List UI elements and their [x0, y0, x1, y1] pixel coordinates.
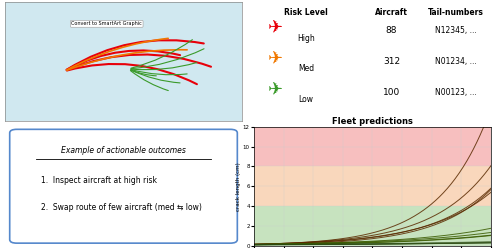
- Text: Aircraft: Aircraft: [375, 8, 408, 17]
- Text: N01234, ...: N01234, ...: [434, 57, 476, 66]
- Text: Low: Low: [299, 95, 313, 104]
- Text: Med: Med: [298, 64, 314, 73]
- Text: Risk Level: Risk Level: [284, 8, 328, 17]
- Y-axis label: crack length (cm): crack length (cm): [237, 162, 242, 211]
- Bar: [254, 166, 491, 206]
- Text: ✈: ✈: [268, 81, 283, 99]
- Text: 1.  Inspect aircraft at high risk: 1. Inspect aircraft at high risk: [41, 176, 157, 185]
- Text: Tail-numbers: Tail-numbers: [428, 8, 484, 17]
- Text: 2.  Swap route of few aircraft (med ⇆ low): 2. Swap route of few aircraft (med ⇆ low…: [41, 203, 201, 212]
- Text: Example of actionable outcomes: Example of actionable outcomes: [61, 146, 186, 155]
- Text: 100: 100: [383, 88, 400, 97]
- Text: 312: 312: [383, 57, 400, 66]
- Text: High: High: [297, 33, 315, 43]
- FancyBboxPatch shape: [10, 129, 237, 243]
- Text: ✈: ✈: [268, 20, 283, 37]
- Bar: [254, 206, 491, 246]
- Text: Convert to SmartArt Graphic: Convert to SmartArt Graphic: [71, 21, 142, 26]
- Text: N12345, ...: N12345, ...: [434, 27, 476, 35]
- Text: ✈: ✈: [268, 50, 283, 68]
- Title: Fleet predictions: Fleet predictions: [332, 117, 413, 126]
- Bar: [254, 127, 491, 166]
- Text: N00123, ...: N00123, ...: [434, 88, 476, 97]
- Text: 88: 88: [386, 27, 397, 35]
